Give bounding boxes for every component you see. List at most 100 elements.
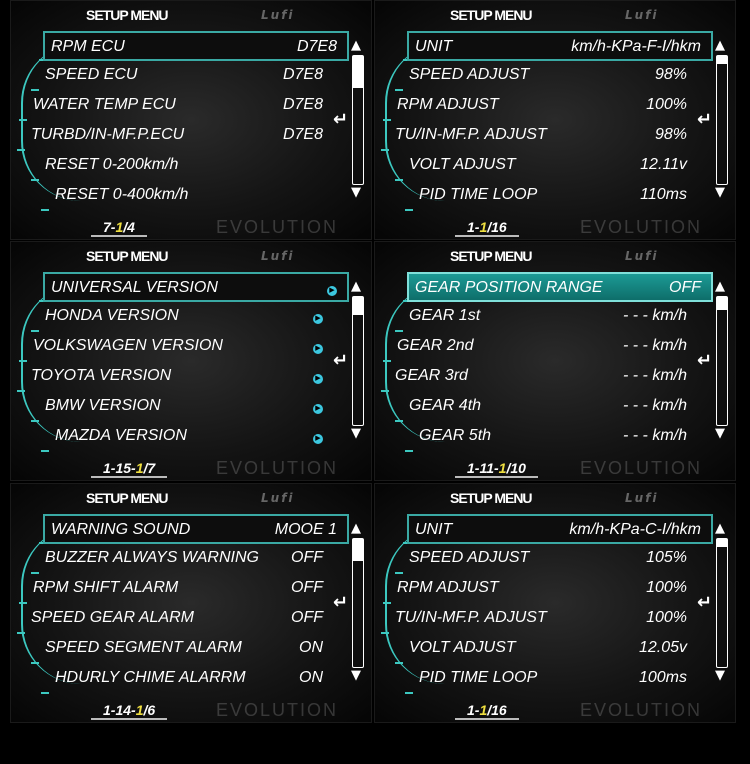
page-prefix: 1-: [467, 219, 480, 235]
menu-item[interactable]: TU/IN-MF.P. ADJUST 98%: [389, 121, 697, 149]
arrow-right-circle-icon[interactable]: ▶: [313, 302, 323, 330]
scroll-down-icon[interactable]: ▼: [715, 185, 725, 200]
menu-item-selected[interactable]: RPM ECU D7E8: [43, 31, 349, 61]
scroll-up-icon[interactable]: ▲: [351, 279, 361, 294]
scrollbar[interactable]: ▲ ▼: [715, 39, 729, 199]
arrow-right-circle-icon[interactable]: ▶: [313, 422, 323, 450]
menu-item[interactable]: GEAR 3rd - - - km/h: [389, 362, 697, 390]
menu-item[interactable]: GEAR 1st - - - km/h: [403, 302, 697, 330]
enter-icon[interactable]: ↵: [333, 592, 349, 613]
menu-item[interactable]: RESET 0-400km/h: [49, 181, 333, 209]
page-current: 1: [498, 460, 507, 476]
scroll-track[interactable]: [352, 55, 364, 185]
menu-item[interactable]: HDURLY CHIME ALARRM ON: [49, 664, 333, 692]
menu-item[interactable]: RPM ADJUST 100%: [391, 91, 697, 119]
menu-item-label: TURBD/IN-MF.P.ECU: [31, 126, 185, 143]
scroll-up-icon[interactable]: ▲: [351, 38, 361, 53]
menu-item[interactable]: BUZZER ALWAYS WARNING OFF: [39, 544, 333, 572]
menu-item[interactable]: BMW VERSION ▶: [39, 392, 333, 420]
menu-item-value: OFF: [291, 549, 323, 566]
scroll-thumb[interactable]: [717, 297, 727, 310]
scroll-thumb[interactable]: [353, 297, 363, 315]
arrow-right-circle-icon[interactable]: ▶: [313, 392, 323, 420]
page-suffix: /16: [487, 219, 507, 235]
menu-item[interactable]: SPEED SEGMENT ALARM ON: [39, 634, 333, 662]
scroll-up-icon[interactable]: ▲: [715, 279, 725, 294]
menu-item[interactable]: RPM SHIFT ALARM OFF: [27, 574, 333, 602]
scrollbar[interactable]: ▲ ▼: [351, 280, 365, 440]
menu-item[interactable]: PID TIME LOOP 100ms: [413, 664, 697, 692]
scroll-down-icon[interactable]: ▼: [351, 668, 361, 683]
enter-icon[interactable]: ↵: [333, 109, 349, 130]
arc-tick: [395, 572, 403, 574]
scrollbar[interactable]: ▲ ▼: [715, 280, 729, 440]
scroll-thumb[interactable]: [353, 539, 363, 561]
menu-item[interactable]: SPEED ECU D7E8: [39, 61, 333, 89]
arc-tick: [383, 119, 391, 121]
enter-icon[interactable]: ↵: [333, 350, 349, 371]
menu-item[interactable]: VOLT ADJUST 12.11v: [403, 151, 697, 179]
scrollbar[interactable]: ▲ ▼: [351, 522, 365, 682]
menu-item-selected[interactable]: UNIVERSAL VERSION ▶: [43, 272, 349, 302]
scroll-track[interactable]: [716, 538, 728, 668]
scroll-down-icon[interactable]: ▼: [715, 426, 725, 441]
go-icon: ▶: [313, 404, 323, 414]
enter-icon[interactable]: ↵: [697, 109, 713, 130]
scroll-track[interactable]: [716, 55, 728, 185]
menu-item-label: MAZDA VERSION: [55, 427, 187, 444]
menu-arc-decoration: [385, 43, 467, 201]
scroll-up-icon[interactable]: ▲: [715, 38, 725, 53]
menu-item[interactable]: SPEED ADJUST 98%: [403, 61, 697, 89]
scroll-down-icon[interactable]: ▼: [351, 426, 361, 441]
enter-icon[interactable]: ↵: [697, 350, 713, 371]
scrollbar[interactable]: ▲ ▼: [715, 522, 729, 682]
menu-item-selected[interactable]: UNIT km/h-KPa-C-I/hkm: [407, 514, 713, 544]
scrollbar[interactable]: ▲ ▼: [351, 39, 365, 199]
enter-icon[interactable]: ↵: [697, 592, 713, 613]
arrow-right-circle-icon[interactable]: ▶: [327, 274, 337, 302]
menu-item[interactable]: VOLT ADJUST 12.05v: [403, 634, 697, 662]
page-indicator: 7-1/4: [91, 219, 147, 237]
scroll-down-icon[interactable]: ▼: [351, 185, 361, 200]
scroll-up-icon[interactable]: ▲: [351, 521, 361, 536]
menu-item[interactable]: MAZDA VERSION ▶: [49, 422, 333, 450]
menu-item[interactable]: TURBD/IN-MF.P.ECU D7E8: [25, 121, 333, 149]
menu-item[interactable]: SPEED ADJUST 105%: [403, 544, 697, 572]
arrow-right-circle-icon[interactable]: ▶: [313, 332, 323, 360]
menu-item[interactable]: HONDA VERSION ▶: [39, 302, 333, 330]
menu-item-value: OFF: [669, 279, 701, 296]
scroll-thumb[interactable]: [717, 539, 727, 547]
arrow-right-circle-icon[interactable]: ▶: [313, 362, 323, 390]
menu-item-value: 100%: [646, 579, 687, 596]
scroll-thumb[interactable]: [717, 56, 727, 64]
menu-item[interactable]: VOLKSWAGEN VERSION ▶: [27, 332, 333, 360]
scroll-track[interactable]: [716, 296, 728, 426]
menu-item[interactable]: RPM ADJUST 100%: [391, 574, 697, 602]
menu-item[interactable]: TOYOTA VERSION ▶: [25, 362, 333, 390]
menu-item[interactable]: WATER TEMP ECU D7E8: [27, 91, 333, 119]
arc-tick: [395, 330, 403, 332]
menu-item-selected[interactable]: WARNING SOUND MOOE 1: [43, 514, 349, 544]
menu-item-selected[interactable]: GEAR POSITION RANGE OFF: [407, 272, 713, 302]
scroll-track[interactable]: [352, 296, 364, 426]
scroll-up-icon[interactable]: ▲: [715, 521, 725, 536]
menu-item[interactable]: RESET 0-200km/h: [39, 151, 333, 179]
menu-item[interactable]: GEAR 2nd - - - km/h: [391, 332, 697, 360]
scroll-track[interactable]: [352, 538, 364, 668]
menu-item-label: RPM ADJUST: [397, 579, 499, 596]
menu-item-label: GEAR POSITION RANGE: [415, 279, 603, 296]
scroll-down-icon[interactable]: ▼: [715, 668, 725, 683]
menu-item[interactable]: GEAR 5th - - - km/h: [413, 422, 697, 450]
menu-item-value: D7E8: [282, 66, 323, 83]
menu-item-label: SPEED ECU: [45, 66, 138, 83]
scroll-thumb[interactable]: [353, 56, 363, 88]
menu-item[interactable]: SPEED GEAR ALARM OFF: [25, 604, 333, 632]
menu-item[interactable]: PID TIME LOOP 110ms: [413, 181, 697, 209]
page-prefix: 1-: [467, 702, 480, 718]
arc-tick: [19, 602, 27, 604]
menu-item[interactable]: GEAR 4th - - - km/h: [403, 392, 697, 420]
menu-item[interactable]: TU/IN-MF.P. ADJUST 100%: [389, 604, 697, 632]
menu-item-label: RESET 0-200km/h: [45, 156, 179, 173]
page-current: 1: [115, 219, 124, 235]
menu-item-selected[interactable]: UNIT km/h-KPa-F-I/hkm: [407, 31, 713, 61]
